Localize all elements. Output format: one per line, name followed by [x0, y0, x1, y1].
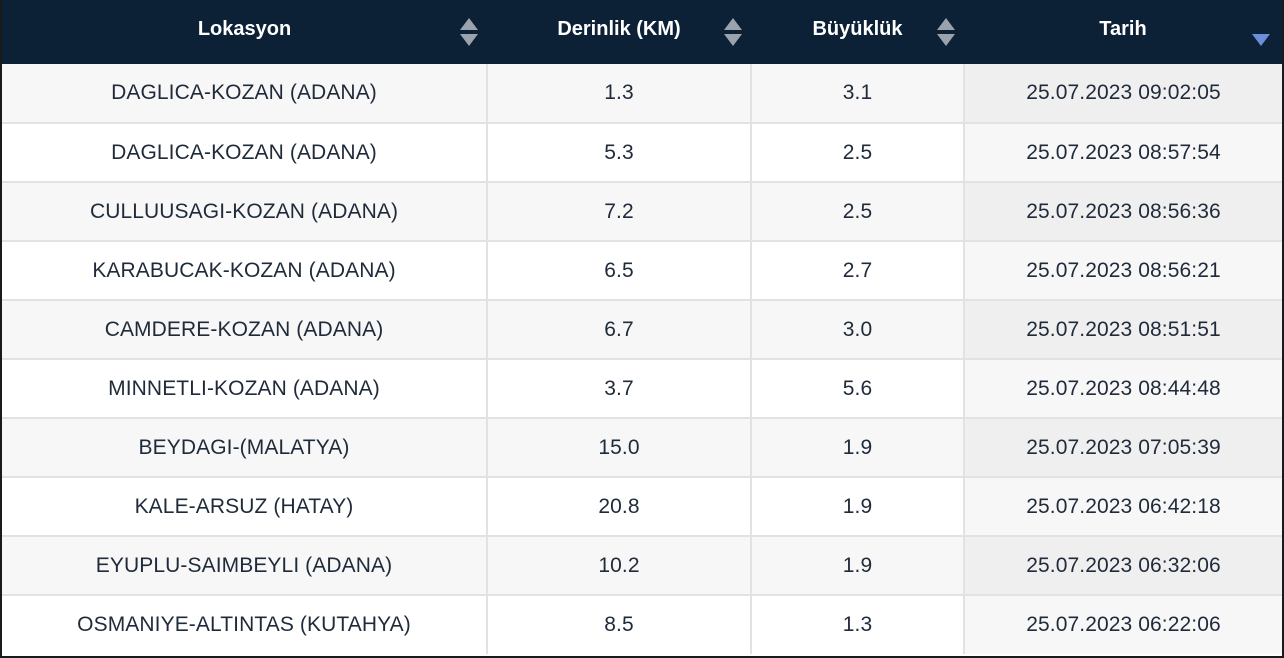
date-cell: 25.07.2023 06:32:06	[964, 536, 1282, 596]
table-row[interactable]: DAGLICA-KOZAN (ADANA) 1.3 3.1 25.07.2023 09…	[2, 64, 1282, 124]
depth-cell: 3.7	[487, 359, 752, 419]
magnitude-cell: 3.1	[751, 64, 965, 124]
location-cell: DAGLICA-KOZAN (ADANA)	[2, 64, 488, 124]
table-row[interactable]: CULLUUSAGI-KOZAN (ADANA) 7.2 2.5 25.07.2023…	[2, 182, 1282, 242]
location-cell: OSMANIYE-ALTINTAS (KUTAHYA)	[2, 595, 488, 654]
column-header-magnitude[interactable]: Büyüklük	[751, 0, 964, 64]
table-body: DAGLICA-KOZAN (ADANA) 1.3 3.1 25.07.2023 09…	[2, 64, 1282, 654]
column-header-label: Büyüklük	[812, 17, 903, 40]
magnitude-cell: 1.3	[751, 595, 965, 654]
depth-cell: 8.5	[487, 595, 752, 654]
depth-cell: 10.2	[487, 536, 752, 596]
date-cell: 25.07.2023 08:56:21	[964, 241, 1282, 301]
column-header-date[interactable]: Tarih	[964, 0, 1282, 64]
location-cell: KALE-ARSUZ (HATAY)	[2, 477, 488, 537]
depth-cell: 7.2	[487, 182, 752, 242]
magnitude-cell: 2.5	[751, 123, 965, 183]
table-row[interactable]: BEYDAGI-(MALATYA) 15.0 1.9 25.07.2023 07:05…	[2, 418, 1282, 478]
location-cell: CAMDERE-KOZAN (ADANA)	[2, 300, 488, 360]
depth-cell: 15.0	[487, 418, 752, 478]
sort-both-icon[interactable]	[723, 16, 743, 48]
magnitude-cell: 3.0	[751, 300, 965, 360]
sort-desc-icon[interactable]	[1252, 34, 1270, 46]
magnitude-cell: 2.7	[751, 241, 965, 301]
table-row[interactable]: OSMANIYE-ALTINTAS (KUTAHYA) 8.5 1.3 25.07.2…	[2, 595, 1282, 654]
date-cell: 25.07.2023 08:51:51	[964, 300, 1282, 360]
sort-both-icon[interactable]	[936, 16, 956, 48]
column-header-label: Tarih	[1099, 17, 1147, 40]
table-row[interactable]: DAGLICA-KOZAN (ADANA) 5.3 2.5 25.07.2023 08…	[2, 123, 1282, 183]
location-cell: DAGLICA-KOZAN (ADANA)	[2, 123, 488, 183]
header-row: Lokasyon Derinlik (KM) Büyüklük Tarih	[2, 0, 1282, 64]
depth-cell: 1.3	[487, 64, 752, 124]
date-cell: 25.07.2023 06:42:18	[964, 477, 1282, 537]
date-cell: 25.07.2023 09:02:05	[964, 64, 1282, 124]
magnitude-cell: 1.9	[751, 477, 965, 537]
location-cell: EYUPLU-SAIMBEYLI (ADANA)	[2, 536, 488, 596]
location-cell: CULLUUSAGI-KOZAN (ADANA)	[2, 182, 488, 242]
table-row[interactable]: EYUPLU-SAIMBEYLI (ADANA) 10.2 1.9 25.07.202…	[2, 536, 1282, 596]
magnitude-cell: 2.5	[751, 182, 965, 242]
date-cell: 25.07.2023 06:22:06	[964, 595, 1282, 654]
magnitude-cell: 1.9	[751, 418, 965, 478]
location-cell: MINNETLI-KOZAN (ADANA)	[2, 359, 488, 419]
depth-cell: 6.7	[487, 300, 752, 360]
column-header-location[interactable]: Lokasyon	[2, 0, 487, 64]
date-cell: 25.07.2023 07:05:39	[964, 418, 1282, 478]
date-cell: 25.07.2023 08:56:36	[964, 182, 1282, 242]
location-cell: BEYDAGI-(MALATYA)	[2, 418, 488, 478]
location-cell: KARABUCAK-KOZAN (ADANA)	[2, 241, 488, 301]
date-cell: 25.07.2023 08:44:48	[964, 359, 1282, 419]
table-row[interactable]: MINNETLI-KOZAN (ADANA) 3.7 5.6 25.07.2023 0…	[2, 359, 1282, 419]
table-row[interactable]: KALE-ARSUZ (HATAY) 20.8 1.9 25.07.2023 06:4…	[2, 477, 1282, 537]
column-header-depth[interactable]: Derinlik (KM)	[487, 0, 751, 64]
table-row[interactable]: KARABUCAK-KOZAN (ADANA) 6.5 2.7 25.07.2023 …	[2, 241, 1282, 301]
table-header: Lokasyon Derinlik (KM) Büyüklük Tarih	[2, 0, 1282, 64]
table-row[interactable]: CAMDERE-KOZAN (ADANA) 6.7 3.0 25.07.2023 08…	[2, 300, 1282, 360]
column-header-label: Lokasyon	[197, 17, 292, 40]
column-header-label: Derinlik (KM)	[557, 17, 681, 40]
depth-cell: 6.5	[487, 241, 752, 301]
magnitude-cell: 1.9	[751, 536, 965, 596]
depth-cell: 20.8	[487, 477, 752, 537]
depth-cell: 5.3	[487, 123, 752, 183]
date-cell: 25.07.2023 08:57:54	[964, 123, 1282, 183]
magnitude-cell: 5.6	[751, 359, 965, 419]
sort-both-icon[interactable]	[459, 16, 479, 48]
